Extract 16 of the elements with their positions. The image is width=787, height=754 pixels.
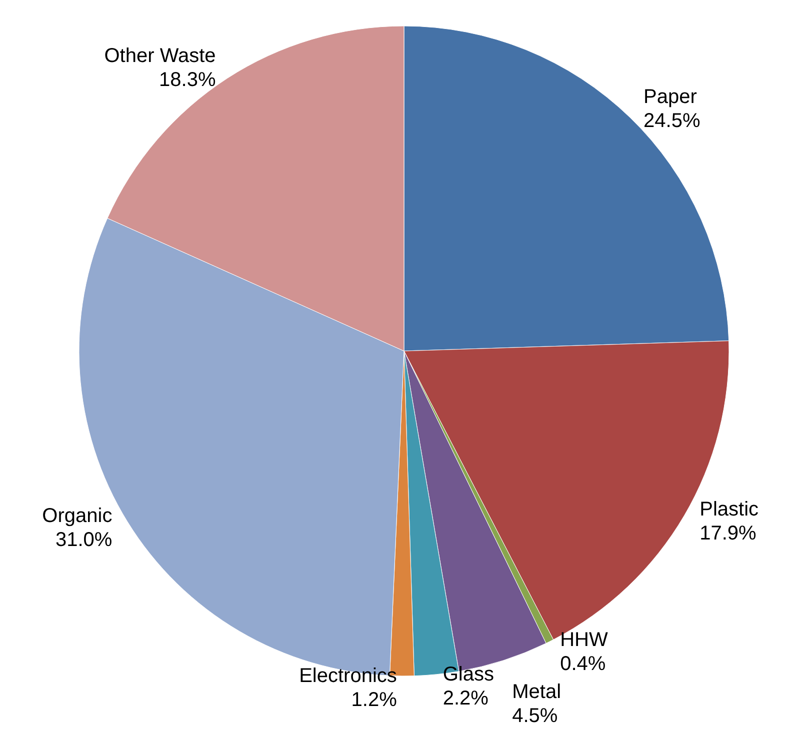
slice-label: Paper: [644, 86, 698, 108]
data-label: 2.2%: [442, 687, 489, 710]
data-label: 4.5%: [512, 704, 558, 727]
data-label: 24.5%: [644, 110, 700, 132]
slice-label: Organic: [42, 504, 112, 527]
data-label: 18.3%: [159, 69, 216, 92]
slice-label: Metal: [512, 680, 562, 703]
slice-label: HHW: [560, 629, 608, 652]
slice-label: Plastic: [700, 498, 759, 521]
slice-label: Glass: [442, 663, 494, 686]
data-label: 0.4%: [560, 653, 606, 676]
data-label: 31.0%: [55, 528, 112, 551]
data-label: 17.9%: [700, 522, 757, 545]
slice-label: Other Waste: [104, 45, 216, 68]
slice-label: Electronics: [299, 664, 397, 687]
data-label: 1.2%: [351, 688, 398, 711]
